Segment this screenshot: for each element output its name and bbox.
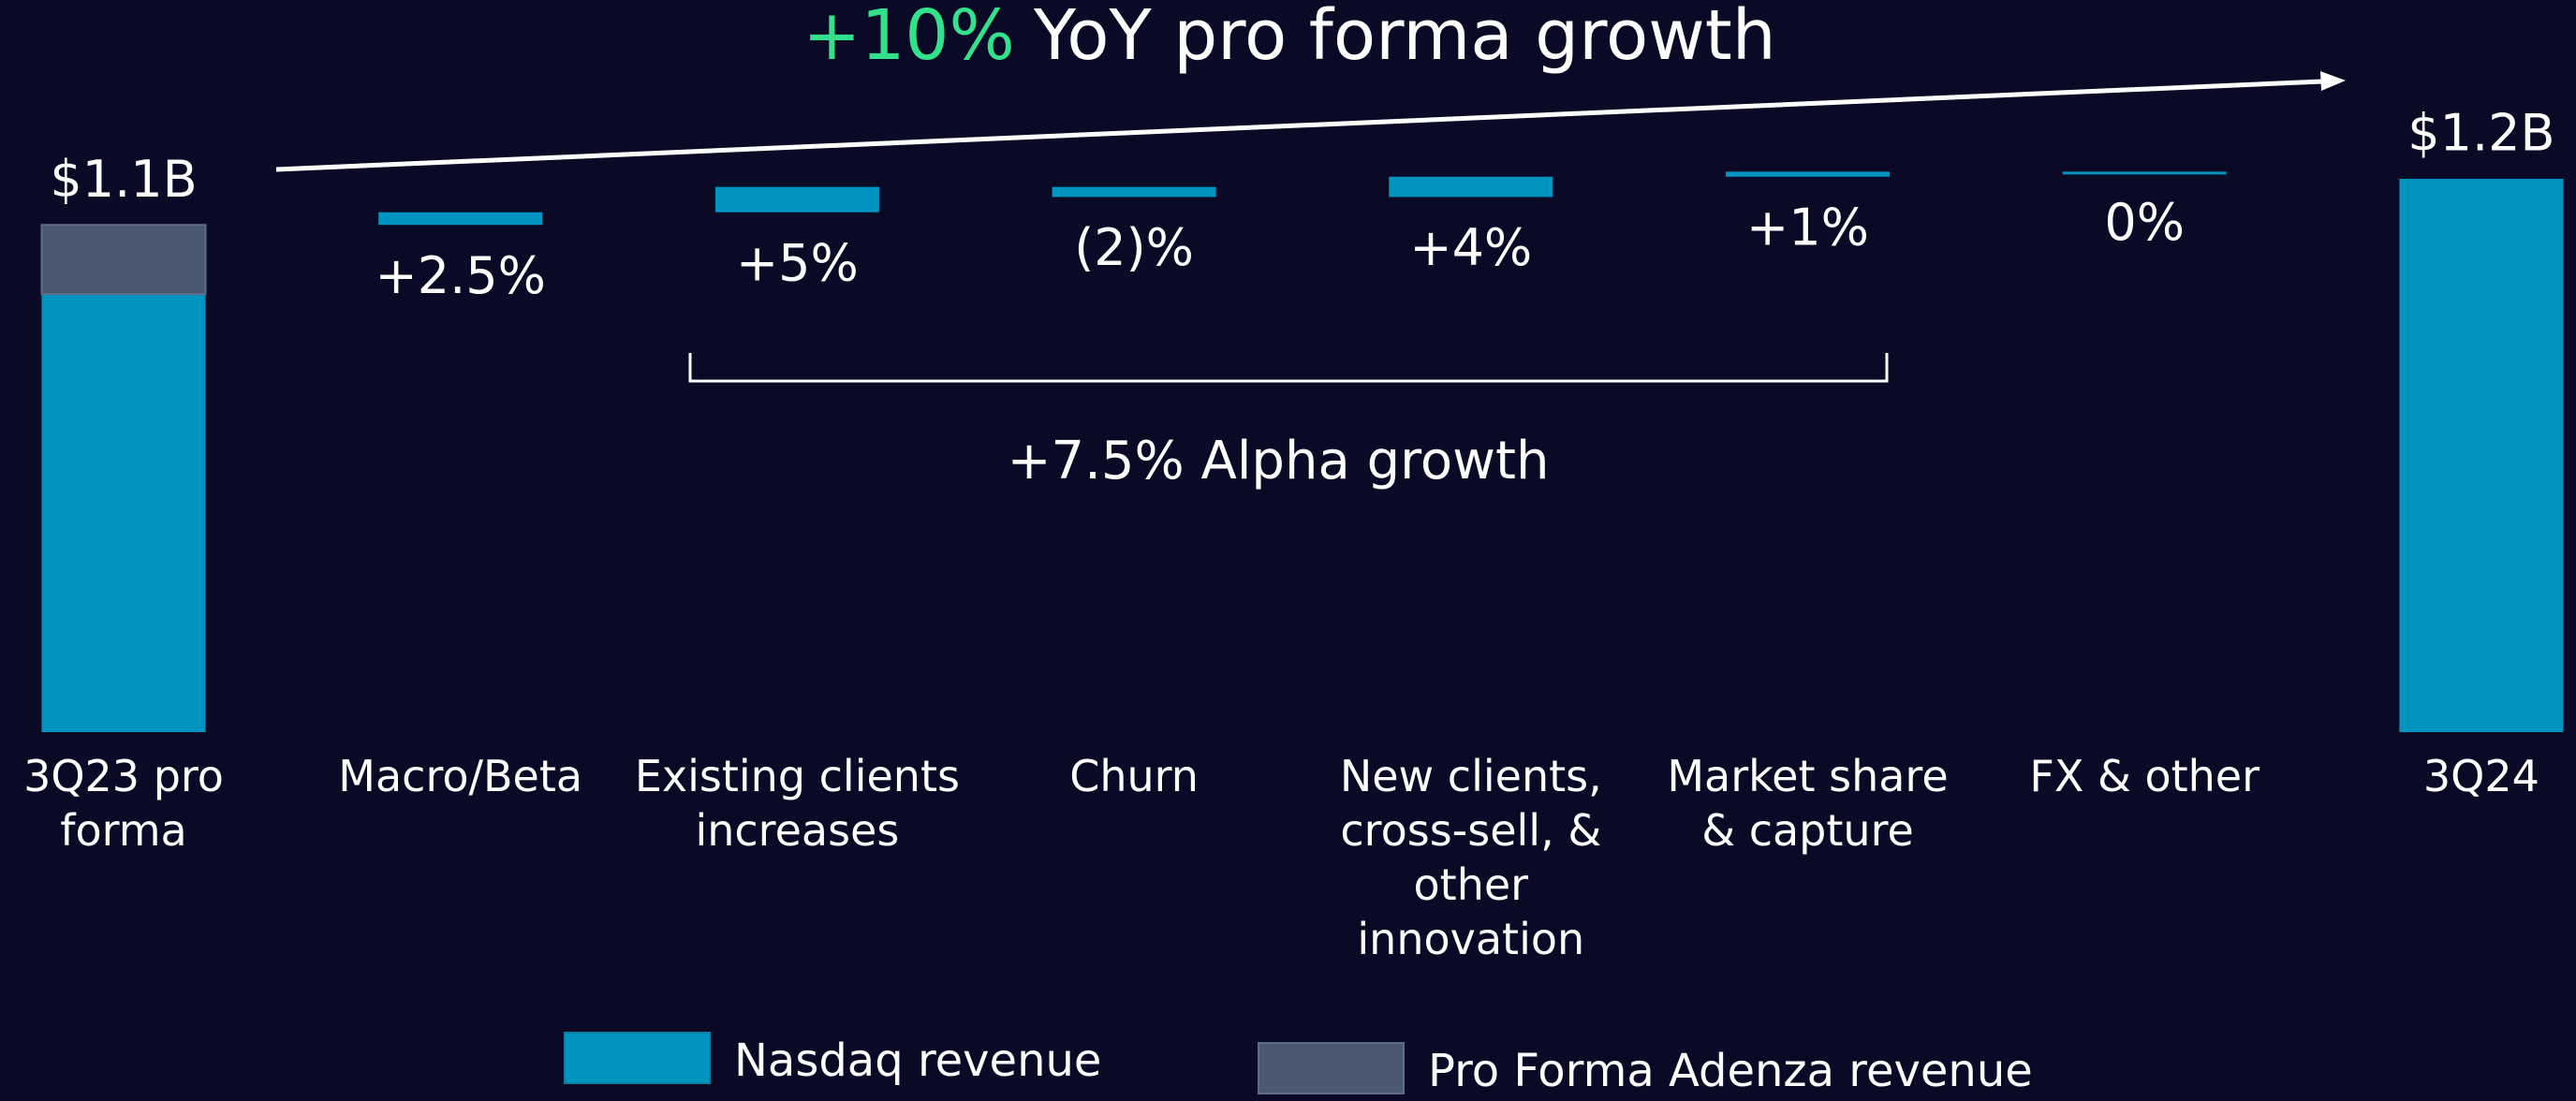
bar-segment bbox=[2399, 179, 2564, 732]
title-text: YoY pro forma growth bbox=[1033, 0, 1776, 76]
data-label: +2.5% bbox=[375, 246, 545, 305]
x-tick-label: Macro/Beta bbox=[338, 751, 583, 801]
title-highlight: +10% bbox=[802, 0, 1014, 76]
annotation: +7.5% Alpha growth bbox=[1008, 431, 1550, 492]
legend-label: Nasdaq revenue bbox=[734, 1035, 1101, 1087]
x-tick-label: Market share & capture bbox=[1667, 751, 1949, 856]
x-tick-label: New clients, cross-sell, & other innovat… bbox=[1339, 751, 1602, 964]
step-bar bbox=[1389, 176, 1553, 198]
x-tick-label: Churn bbox=[1069, 751, 1199, 801]
legend-swatch bbox=[1258, 1042, 1405, 1094]
x-tick-label: 3Q23 pro forma bbox=[23, 751, 224, 856]
chart-title: +10% YoY pro forma growth bbox=[802, 0, 1775, 76]
step-bar bbox=[1052, 186, 1216, 198]
data-label: +1% bbox=[1746, 198, 1869, 257]
x-tick-label: 3Q24 bbox=[2422, 751, 2539, 801]
legend-label: Pro Forma Adenza revenue bbox=[1428, 1045, 2033, 1097]
legend-swatch bbox=[564, 1032, 711, 1084]
step-bar bbox=[714, 186, 879, 213]
x-tick-label: FX & other bbox=[2029, 751, 2260, 801]
data-label: +4% bbox=[1409, 218, 1532, 277]
arrow-head bbox=[2320, 71, 2346, 91]
alpha-bracket bbox=[688, 353, 1889, 383]
step-bar bbox=[1726, 171, 1890, 177]
x-tick-label: Existing clients increases bbox=[634, 751, 960, 856]
bar-segment bbox=[41, 294, 206, 732]
bar-segment bbox=[40, 224, 207, 296]
data-label: $1.2B bbox=[2407, 104, 2554, 163]
data-label: (2)% bbox=[1074, 218, 1194, 277]
growth-arrow bbox=[275, 79, 2323, 172]
data-label: +5% bbox=[736, 233, 859, 292]
step-bar bbox=[2062, 171, 2227, 175]
data-label: 0% bbox=[2104, 193, 2185, 252]
step-bar bbox=[378, 212, 543, 226]
data-label: $1.1B bbox=[50, 150, 197, 209]
